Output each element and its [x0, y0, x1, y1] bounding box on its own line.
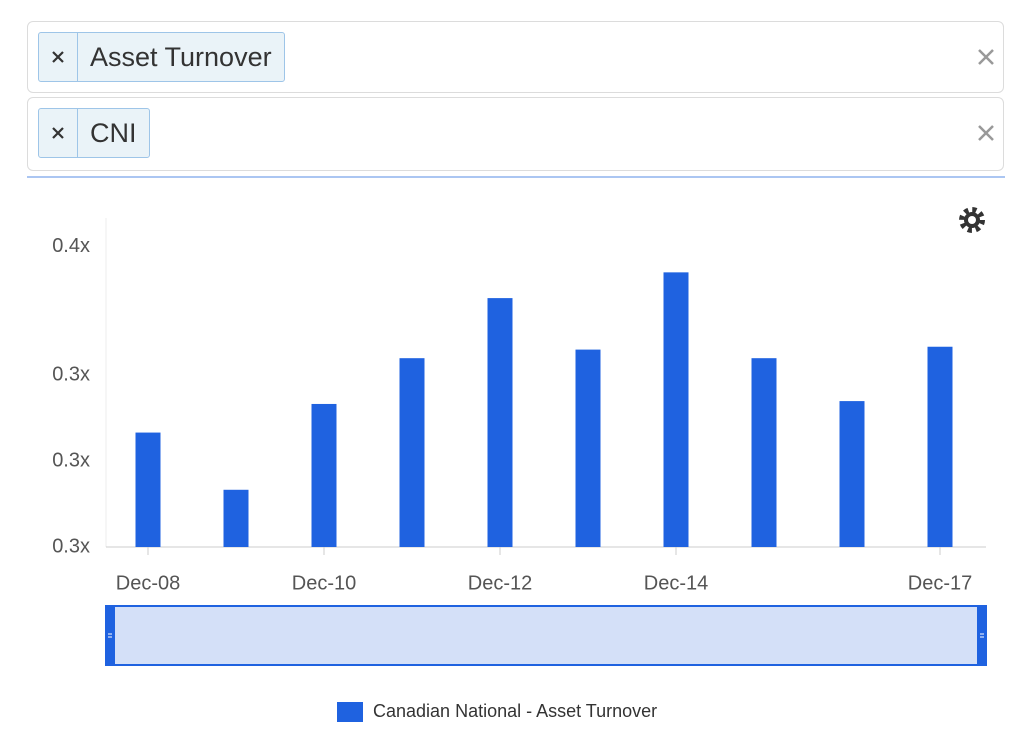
bar	[223, 489, 249, 547]
bar	[487, 298, 513, 547]
y-tick-label: 0.3x	[52, 364, 90, 386]
settings-icon[interactable]	[959, 207, 985, 233]
bar	[927, 346, 953, 547]
y-tick-label: 0.3x	[52, 449, 90, 471]
tag-text: CNI	[90, 117, 137, 148]
bar	[751, 358, 777, 547]
clear-button[interactable]	[977, 48, 995, 66]
filter-tag: CNI	[38, 108, 150, 158]
filter-box: Asset Turnover	[27, 21, 1004, 93]
bar	[663, 272, 689, 547]
y-tick-label: 0.4x	[52, 235, 90, 257]
filter-tag: Asset Turnover	[38, 32, 285, 82]
clear-button[interactable]	[977, 124, 995, 142]
handle-grip	[108, 633, 984, 638]
x-tick-label: Dec-12	[468, 572, 532, 594]
navigator[interactable]	[105, 605, 987, 666]
legend-swatch	[337, 702, 363, 722]
remove-tag[interactable]	[39, 109, 78, 157]
bar	[839, 401, 865, 547]
navigator-handle[interactable]	[105, 605, 115, 666]
x-tick-label: Dec-10	[292, 572, 356, 594]
y-tick-label: 0.3x	[52, 535, 90, 557]
x-tick-label: Dec-08	[116, 572, 180, 594]
x-tick-label: Dec-14	[644, 572, 708, 594]
filter-box: CNI	[27, 97, 1004, 171]
navigator-handle[interactable]	[977, 605, 987, 666]
bar	[135, 432, 161, 547]
bar	[575, 349, 601, 547]
bar	[399, 358, 425, 547]
legend-label: Canadian National - Asset Turnover	[373, 701, 657, 721]
remove-tag[interactable]	[39, 33, 78, 81]
x-tick-label: Dec-17	[908, 572, 972, 594]
tag-text: Asset Turnover	[90, 41, 272, 72]
bar	[311, 403, 337, 547]
